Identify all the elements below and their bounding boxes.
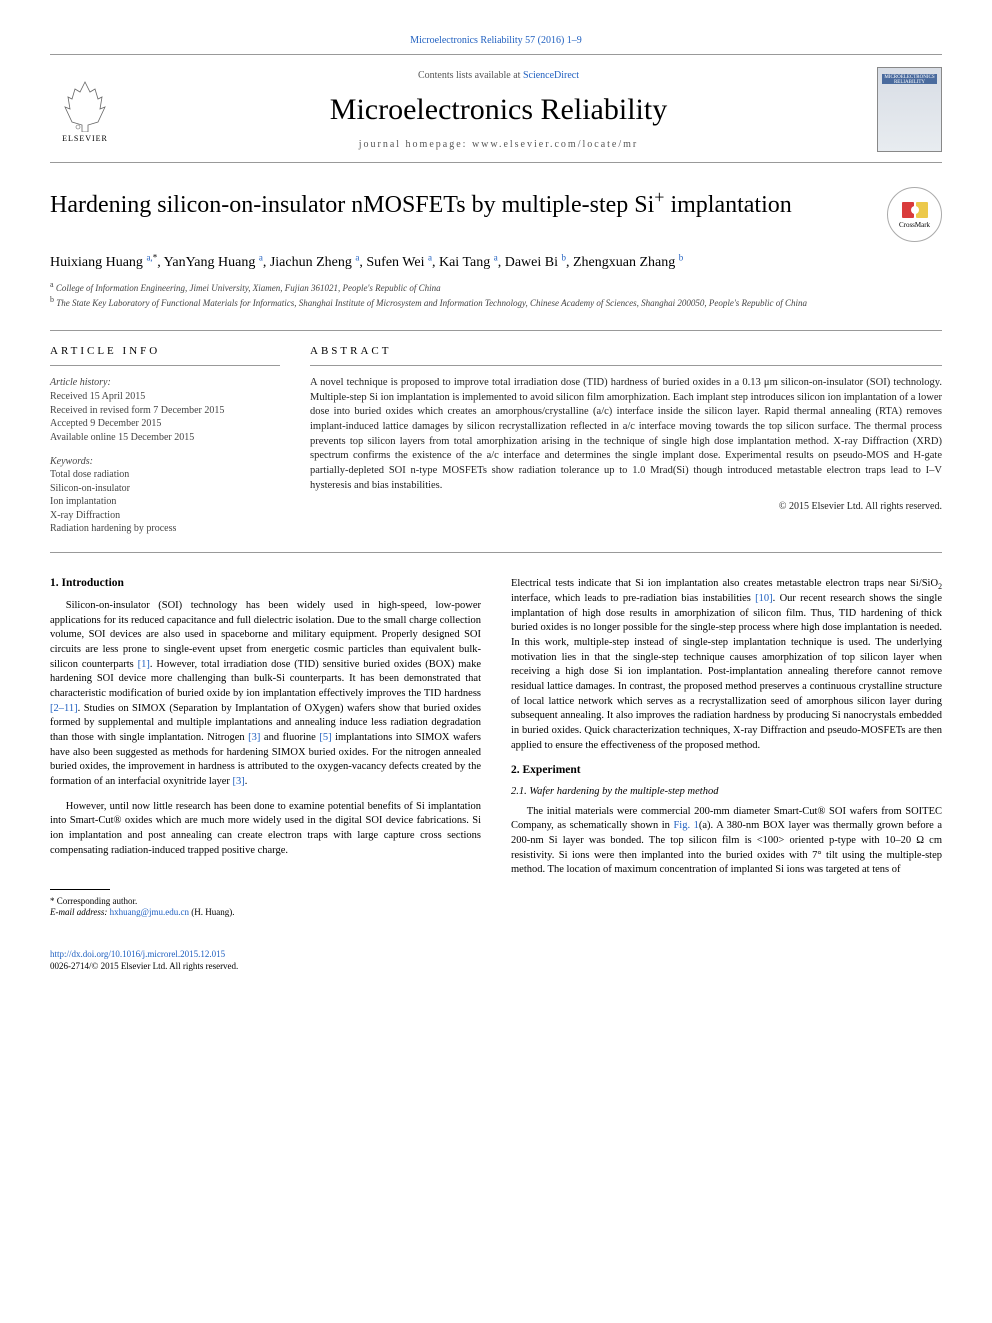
contents-available: Contents lists available at ScienceDirec…: [120, 70, 877, 81]
keyword: Radiation hardening by process: [50, 522, 280, 536]
figure-link[interactable]: Fig. 1: [673, 820, 698, 831]
crossmark-badge[interactable]: CrossMark: [887, 187, 942, 242]
abstract-text: A novel technique is proposed to improve…: [310, 376, 942, 494]
footnote-separator: [50, 889, 110, 890]
journal-header: ELSEVIER Contents lists available at Sci…: [50, 54, 942, 163]
history-item: Accepted 9 December 2015: [50, 417, 280, 431]
history-item: Received 15 April 2015: [50, 390, 280, 404]
journal-reference: Microelectronics Reliability 57 (2016) 1…: [50, 35, 942, 46]
elsevier-logo: ELSEVIER: [50, 70, 120, 150]
keyword: Ion implantation: [50, 495, 280, 509]
affiliation: a College of Information Engineering, Ji…: [50, 279, 942, 295]
author: Huixiang Huang a,*: [50, 255, 157, 270]
affiliations: a College of Information Engineering, Ji…: [50, 279, 942, 310]
sciencedirect-link[interactable]: ScienceDirect: [523, 70, 579, 81]
body-column-right: Electrical tests indicate that Si ion im…: [511, 577, 942, 972]
keyword: Silicon-on-insulator: [50, 482, 280, 496]
author-list: Huixiang Huang a,*, YanYang Huang a, Jia…: [50, 252, 942, 271]
history-item: Available online 15 December 2015: [50, 431, 280, 445]
keyword: Total dose radiation: [50, 468, 280, 482]
article-title: Hardening silicon-on-insulator nMOSFETs …: [50, 187, 867, 220]
email-link[interactable]: hxhuang@jmu.edu.cn: [110, 907, 189, 917]
page-footer: http://dx.doi.org/10.1016/j.microrel.201…: [50, 949, 481, 972]
paragraph: However, until now little research has b…: [50, 800, 481, 859]
article-info-heading: ARTICLE INFO: [50, 345, 280, 366]
keyword: X-ray Diffraction: [50, 509, 280, 523]
affiliation: b The State Key Laboratory of Functional…: [50, 294, 942, 310]
corresponding-author-footnote: * Corresponding author. E-mail address: …: [50, 896, 481, 919]
keywords-heading: Keywords:: [50, 456, 280, 467]
journal-homepage: journal homepage: www.elsevier.com/locat…: [120, 139, 877, 150]
doi-link[interactable]: http://dx.doi.org/10.1016/j.microrel.201…: [50, 949, 225, 959]
homepage-url[interactable]: www.elsevier.com/locate/mr: [472, 139, 638, 150]
citation-link[interactable]: [3]: [233, 776, 245, 787]
paragraph: The initial materials were commercial 20…: [511, 805, 942, 878]
citation-link[interactable]: [1]: [138, 659, 150, 670]
body-column-left: 1. Introduction Silicon-on-insulator (SO…: [50, 577, 481, 972]
author: , Sufen Wei a: [359, 255, 432, 270]
paragraph: Electrical tests indicate that Si ion im…: [511, 577, 942, 754]
elsevier-label: ELSEVIER: [62, 134, 108, 143]
elsevier-tree-icon: [60, 77, 110, 132]
abstract-heading: ABSTRACT: [310, 345, 942, 366]
citation-link[interactable]: [3]: [248, 732, 260, 743]
section-heading: 1. Introduction: [50, 577, 481, 589]
author: , Kai Tang a: [432, 255, 498, 270]
article-info-sidebar: ARTICLE INFO Article history: Received 1…: [50, 345, 280, 536]
crossmark-icon: [901, 201, 929, 219]
citation-link[interactable]: [2–11]: [50, 703, 78, 714]
abstract-column: ABSTRACT A novel technique is proposed t…: [310, 345, 942, 536]
journal-cover-thumbnail: MICROELECTRONICS RELIABILITY: [877, 67, 942, 152]
author: , Zhengxuan Zhang b: [566, 255, 683, 270]
footer-copyright: 0026-2714/© 2015 Elsevier Ltd. All right…: [50, 961, 481, 973]
citation-link[interactable]: [5]: [319, 732, 331, 743]
abstract-copyright: © 2015 Elsevier Ltd. All rights reserved…: [310, 501, 942, 512]
author: , Jiachun Zheng a: [263, 255, 360, 270]
section-heading: 2. Experiment: [511, 764, 942, 776]
history-heading: Article history:: [50, 376, 280, 390]
paragraph: Silicon-on-insulator (SOI) technology ha…: [50, 599, 481, 790]
subsection-heading: 2.1. Wafer hardening by the multiple-ste…: [511, 786, 942, 797]
author: , YanYang Huang a: [157, 255, 263, 270]
history-item: Received in revised form 7 December 2015: [50, 404, 280, 418]
author: , Dawei Bi b: [498, 255, 566, 270]
citation-link[interactable]: [10]: [755, 593, 773, 604]
journal-title: Microelectronics Reliability: [120, 93, 877, 127]
